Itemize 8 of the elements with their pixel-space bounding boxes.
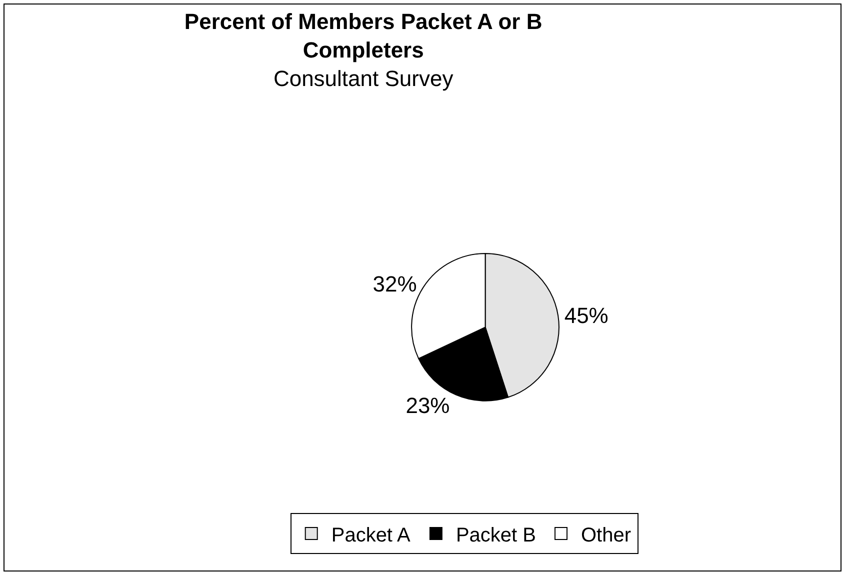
legend-label: Packet B [456, 524, 536, 546]
data-label: 32% [372, 272, 417, 297]
legend-label: Packet A [331, 524, 411, 546]
data-label: 23% [406, 392, 450, 418]
data-label: 45% [564, 302, 608, 328]
legend-label: Other [580, 524, 632, 546]
chart-subtitle: Consultant Survey [273, 66, 454, 91]
chart-title: Percent of Members Packet A or B Completers [184, 8, 542, 62]
